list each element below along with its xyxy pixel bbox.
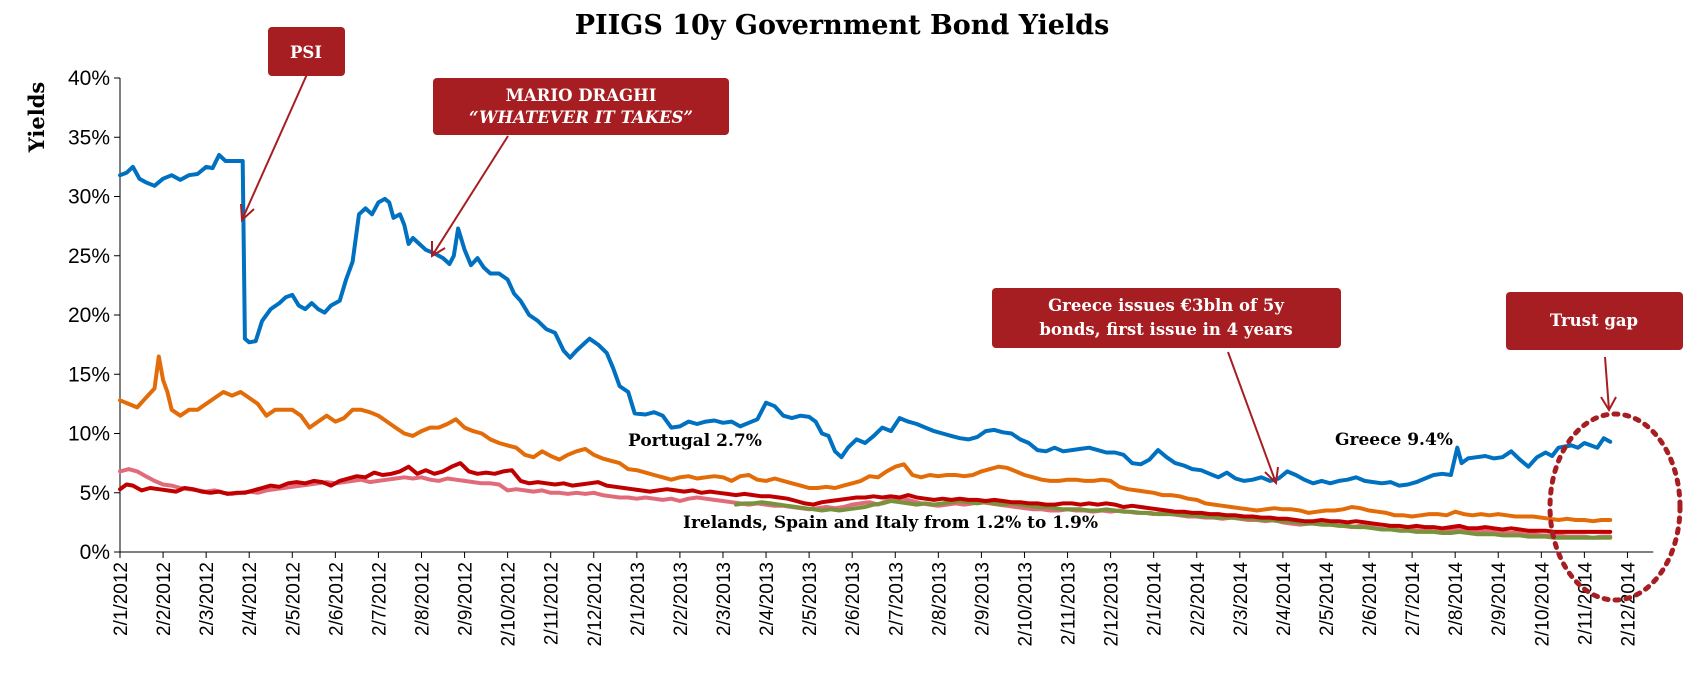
x-tick-label: 2/6/2013	[843, 562, 864, 636]
greece-issue-callout-box	[992, 288, 1341, 348]
x-tick-label: 2/10/2014	[1532, 562, 1553, 647]
psi-callout-text: PSI	[290, 43, 322, 62]
psi-callout-box	[268, 27, 345, 76]
x-tick-label: 2/1/2012	[111, 562, 132, 636]
others-label: Irelands, Spain and Italy from 1.2% to 1…	[683, 513, 1098, 533]
x-tick-label: 2/10/2013	[1015, 562, 1036, 647]
x-tick-label: 2/11/2014	[1575, 562, 1596, 646]
draghi-callout: MARIO DRAGHI “WHATEVER IT TAKES”	[433, 78, 729, 135]
x-tick-label: 2/8/2013	[929, 562, 950, 636]
trust-gap-callout-box	[1506, 292, 1683, 350]
x-tick-label: 2/7/2014	[1403, 562, 1424, 636]
x-tick-label: 2/9/2014	[1489, 562, 1510, 636]
y-tick-label: 5%	[80, 482, 110, 505]
series-line-greece	[118, 153, 1613, 488]
portugal-label: Portugal 2.7%	[628, 431, 762, 451]
psi-callout: PSI	[268, 27, 345, 76]
x-tick-label: 2/7/2012	[369, 562, 390, 636]
x-tick-label: 2/6/2014	[1360, 562, 1381, 636]
x-tick-label: 2/12/2014	[1618, 562, 1639, 647]
x-tick-label: 2/4/2013	[757, 562, 778, 636]
trust-gap-callout: Trust gap	[1506, 292, 1683, 350]
greece-issue-arrow-head	[1264, 466, 1279, 486]
psi-arrow-head	[240, 203, 255, 223]
series-line-italy	[733, 499, 1613, 540]
axes: 0% 5% 10% 15% 20% 25% 30% 35% 40% 2/1/2012 2/2/201…	[68, 67, 1654, 647]
trust-gap-arrow	[1604, 356, 1610, 411]
y-axis-label: Yields	[24, 82, 49, 153]
draghi-callout-box	[433, 78, 729, 135]
x-tick-label: 2/4/2014	[1274, 562, 1295, 636]
y-tick-label: 10%	[68, 423, 110, 446]
x-tick-label: 2/5/2013	[800, 562, 821, 636]
draghi-callout-line-2: “WHATEVER IT TAKES”	[469, 108, 693, 127]
trust-gap-callout-text: Trust gap	[1550, 311, 1638, 330]
psi-arrow	[241, 71, 309, 221]
y-tick-label: 30%	[68, 186, 110, 209]
x-tick-label: 2/9/2012	[456, 562, 477, 636]
series-line-spain	[118, 461, 1613, 534]
x-tick-label: 2/8/2012	[412, 562, 433, 636]
greece-issue-callout-line-1: Greece issues €3bln of 5y	[1048, 296, 1284, 315]
greece-issue-arrow	[1227, 351, 1277, 484]
x-tick-label: 2/8/2014	[1446, 562, 1467, 636]
annotation-arrows	[240, 71, 1617, 486]
x-tick-label: 2/12/2012	[585, 562, 606, 647]
greece-issue-callout-line-2: bonds, first issue in 4 years	[1039, 320, 1292, 339]
x-tick-label: 2/1/2013	[628, 562, 649, 636]
x-tick-label: 2/10/2012	[499, 562, 520, 647]
chart-title: PIIGS 10y Government Bond Yields	[575, 10, 1110, 41]
x-tick-label: 2/2/2013	[671, 562, 692, 636]
x-tick-label: 2/5/2014	[1317, 562, 1338, 636]
y-tick-label: 20%	[68, 304, 110, 327]
x-tick-label: 2/6/2012	[326, 562, 347, 636]
y-tick-label: 25%	[68, 245, 110, 268]
greece-label: Greece 9.4%	[1335, 430, 1453, 450]
x-tick-label: 2/2/2012	[154, 562, 175, 636]
x-tick-label: 2/12/2013	[1102, 562, 1123, 647]
x-tick-label: 2/11/2012	[542, 562, 563, 645]
series-line-portugal	[118, 354, 1613, 524]
x-tick-label: 2/2/2014	[1188, 562, 1209, 636]
x-tick-label: 2/1/2014	[1145, 562, 1166, 636]
x-tick-label: 2/9/2013	[972, 562, 993, 636]
trust-gap-circle	[1547, 411, 1683, 603]
y-tick-label: 15%	[68, 363, 110, 386]
x-tick-label: 2/3/2014	[1231, 562, 1252, 636]
x-tick-label: 2/4/2012	[240, 562, 261, 636]
greece-issue-callout: Greece issues €3bln of 5y bonds, first i…	[992, 288, 1341, 348]
x-tick-label: 2/5/2012	[283, 562, 304, 636]
y-tick-label: 40%	[68, 67, 110, 90]
series-lines	[118, 153, 1613, 540]
y-tick-label: 35%	[68, 126, 110, 149]
x-tick-label: 2/7/2013	[886, 562, 907, 636]
draghi-arrow	[431, 135, 509, 257]
y-tick-label: 0%	[80, 541, 110, 564]
x-tick-label: 2/3/2013	[714, 562, 735, 636]
trust-gap-arrow-head	[1600, 396, 1617, 413]
draghi-callout-line-1: MARIO DRAGHI	[506, 86, 657, 105]
draghi-arrow-head	[431, 241, 446, 258]
x-tick-label: 2/11/2013	[1059, 562, 1080, 645]
x-tick-label: 2/3/2012	[197, 562, 218, 636]
